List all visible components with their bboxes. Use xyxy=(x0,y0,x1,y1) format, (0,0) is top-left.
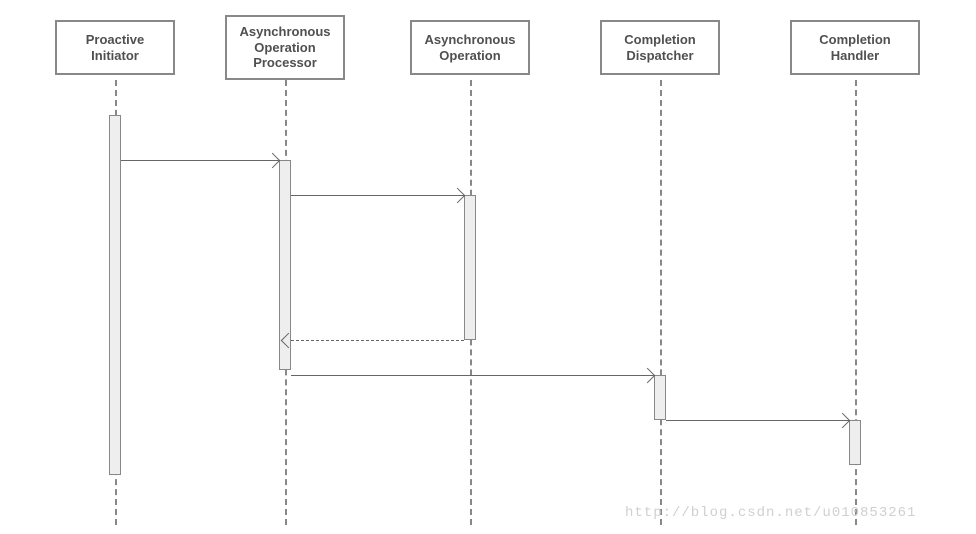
message-p4-p5 xyxy=(666,420,849,421)
activation-p3 xyxy=(464,195,476,340)
message-p3-p2 xyxy=(291,340,464,341)
participant-box-p4: CompletionDispatcher xyxy=(600,20,720,75)
message-p2-p3 xyxy=(291,195,464,196)
message-p1-p2 xyxy=(121,160,279,161)
participant-box-p5: CompletionHandler xyxy=(790,20,920,75)
watermark-text: http://blog.csdn.net/u010853261 xyxy=(625,505,916,521)
activation-p1 xyxy=(109,115,121,475)
participant-box-p1: ProactiveInitiator xyxy=(55,20,175,75)
sequence-diagram: ProactiveInitiator AsynchronousOperationP… xyxy=(0,0,976,534)
participant-box-p3: AsynchronousOperation xyxy=(410,20,530,75)
participant-box-p2: AsynchronousOperationProcessor xyxy=(225,15,345,80)
activation-p4 xyxy=(654,375,666,420)
message-p2-p4 xyxy=(291,375,654,376)
lifeline-p4 xyxy=(660,80,662,525)
activation-p5 xyxy=(849,420,861,465)
